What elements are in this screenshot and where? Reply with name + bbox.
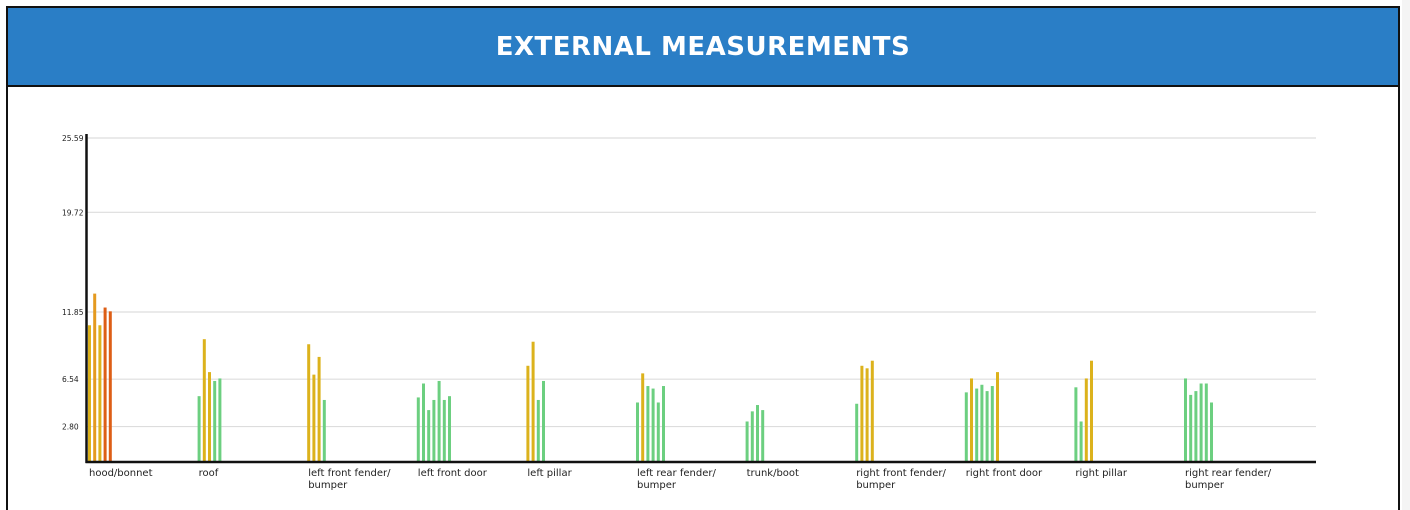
- bar: [1184, 378, 1187, 462]
- bar: [651, 388, 655, 462]
- bar: [750, 411, 754, 462]
- bar: [536, 399, 540, 462]
- bar: [975, 388, 979, 462]
- page-title: EXTERNAL MEASUREMENTS: [495, 31, 911, 62]
- category-label: right front fender/: [856, 468, 946, 479]
- bar: [756, 405, 759, 462]
- bar: [542, 380, 545, 462]
- bar: [526, 365, 530, 462]
- y-tick-label: 11.85: [62, 308, 84, 317]
- bar: [317, 356, 321, 462]
- bar: [322, 399, 326, 462]
- bar: [88, 325, 91, 462]
- bar: [93, 293, 97, 462]
- category-label: bumper: [856, 480, 896, 491]
- bar: [531, 341, 535, 462]
- bar: [422, 383, 425, 462]
- bar: [985, 391, 989, 462]
- bar: [1194, 391, 1198, 462]
- bar: [416, 397, 420, 462]
- bar: [307, 344, 311, 462]
- category-label: right rear fender/: [1185, 468, 1272, 479]
- bar: [208, 372, 211, 462]
- bar: [636, 402, 639, 462]
- bar: [855, 403, 859, 462]
- bar: [970, 378, 973, 462]
- bar: [1210, 402, 1213, 462]
- bar: [213, 380, 217, 462]
- bar: [202, 339, 206, 462]
- right-margin: [1402, 0, 1410, 510]
- category-label: bumper: [1185, 480, 1225, 491]
- bar: [745, 421, 749, 462]
- bar: [1079, 421, 1083, 462]
- bar: [996, 372, 999, 462]
- bar: [865, 368, 869, 462]
- bar: [964, 392, 968, 462]
- bar: [662, 386, 665, 462]
- category-label: roof: [199, 468, 219, 479]
- category-label: left pillar: [527, 468, 572, 479]
- header-bar: EXTERNAL MEASUREMENTS: [8, 8, 1398, 87]
- bar: [870, 360, 874, 462]
- bar: [103, 307, 107, 462]
- bar: [980, 384, 984, 462]
- bar: [197, 396, 201, 462]
- category-label: bumper: [637, 480, 677, 491]
- y-tick-label: 19.72: [62, 208, 84, 217]
- bar: [641, 373, 645, 462]
- bar: [1084, 378, 1088, 462]
- y-tick-label: 2.80: [62, 423, 79, 432]
- category-label: bumper: [308, 480, 348, 491]
- bar: [646, 386, 650, 462]
- bar: [1074, 387, 1078, 462]
- bar: [656, 402, 660, 462]
- bar: [761, 410, 765, 462]
- bar: [1090, 360, 1093, 462]
- bar: [108, 311, 112, 462]
- bar: [1204, 383, 1208, 462]
- y-tick-label: 6.54: [62, 375, 79, 384]
- y-tick-label: 25.59: [62, 134, 84, 143]
- bar: [437, 380, 441, 462]
- bar: [427, 410, 431, 462]
- category-label: hood/bonnet: [89, 468, 153, 479]
- bar: [432, 399, 436, 462]
- bar: [1199, 383, 1203, 462]
- bar: [448, 396, 451, 462]
- category-label: left front door: [418, 468, 488, 479]
- bar: [218, 378, 222, 462]
- bar: [990, 386, 994, 462]
- bar: [442, 399, 446, 462]
- bar: [860, 365, 864, 462]
- category-label: trunk/boot: [747, 468, 799, 479]
- category-label: right pillar: [1075, 468, 1127, 479]
- bar: [312, 374, 316, 462]
- category-label: left rear fender/: [637, 468, 716, 479]
- bar: [1189, 394, 1193, 462]
- category-label: right front door: [966, 468, 1043, 479]
- category-label: left front fender/: [308, 468, 391, 479]
- bar: [98, 325, 102, 462]
